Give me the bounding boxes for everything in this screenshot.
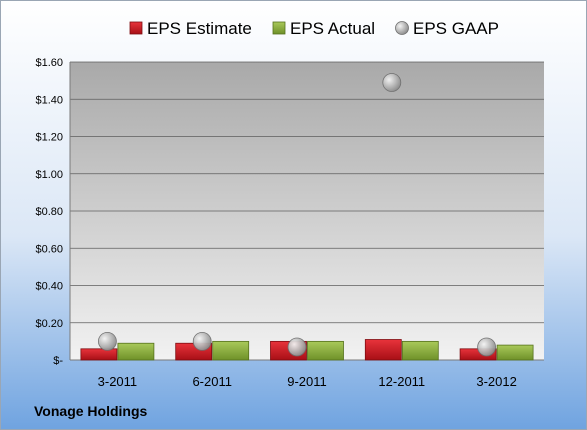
- x-category-label: 3-2012: [476, 374, 516, 389]
- point-eps-gaap: [382, 73, 402, 92]
- y-tick-label: $0.60: [35, 243, 63, 255]
- legend: EPS Estimate EPS Actual EPS GAAP: [129, 19, 499, 38]
- y-tick-label: $1.40: [35, 94, 63, 106]
- legend-swatch: [272, 21, 286, 35]
- bar-eps-actual: [117, 342, 155, 361]
- company-label: Vonage Holdings: [34, 403, 148, 419]
- bar-eps-actual: [496, 344, 534, 361]
- legend-swatch: [129, 21, 143, 35]
- y-tick-label: $1.00: [35, 169, 63, 181]
- plot-area: [69, 61, 544, 361]
- bar-eps-actual: [212, 340, 250, 361]
- x-axis: 3-2011 6-2011 9-2011 12-2011 3-2012: [98, 374, 517, 389]
- legend-eps-estimate: EPS Estimate: [147, 19, 252, 38]
- point-eps-gaap: [98, 331, 117, 351]
- legend-eps-actual: EPS Actual: [290, 19, 375, 38]
- legend-eps-gaap: EPS GAAP: [413, 19, 499, 38]
- bar-eps-actual: [307, 340, 344, 361]
- gaap-points: [98, 73, 497, 357]
- x-category-label: 3-2011: [98, 374, 138, 389]
- bar-eps-estimate: [80, 348, 118, 361]
- point-eps-gaap: [477, 337, 497, 357]
- x-category-label: 12-2011: [378, 374, 425, 389]
- point-eps-gaap: [287, 337, 307, 357]
- point-eps-gaap: [192, 331, 212, 351]
- y-tick-label: $0.20: [35, 318, 63, 330]
- y-tick-label: $0.80: [35, 206, 63, 218]
- bar-eps-estimate: [364, 339, 402, 361]
- x-category-label: 9-2011: [287, 374, 327, 389]
- x-category-label: 6-2011: [192, 374, 232, 389]
- y-tick-label: $1.20: [35, 132, 63, 144]
- y-tick-label: $0.40: [35, 281, 63, 293]
- legend-swatch: [395, 21, 409, 35]
- bar-eps-actual: [401, 340, 439, 361]
- y-tick-label: $1.60: [35, 57, 63, 69]
- y-axis: $- $0.20 $0.40 $0.60 $0.80 $1.00 $1.20 $1.40 $1.…: [35, 57, 63, 367]
- y-tick-label: $-: [53, 355, 63, 367]
